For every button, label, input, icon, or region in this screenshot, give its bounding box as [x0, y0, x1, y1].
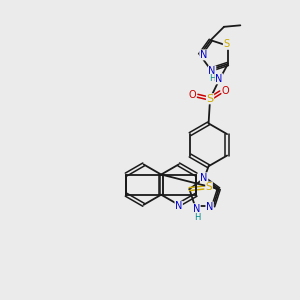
Text: N: N — [208, 66, 216, 76]
Text: N: N — [206, 202, 213, 212]
Text: S: S — [223, 39, 230, 49]
Text: N: N — [200, 173, 208, 183]
Text: S: S — [206, 94, 214, 104]
Text: O: O — [222, 86, 230, 96]
Text: H: H — [209, 74, 216, 83]
Text: S: S — [206, 182, 212, 192]
Text: N: N — [175, 201, 182, 211]
Text: O: O — [188, 90, 196, 100]
Text: H: H — [194, 213, 200, 222]
Text: N: N — [200, 50, 207, 60]
Text: N: N — [193, 204, 200, 214]
Text: N: N — [215, 74, 223, 84]
